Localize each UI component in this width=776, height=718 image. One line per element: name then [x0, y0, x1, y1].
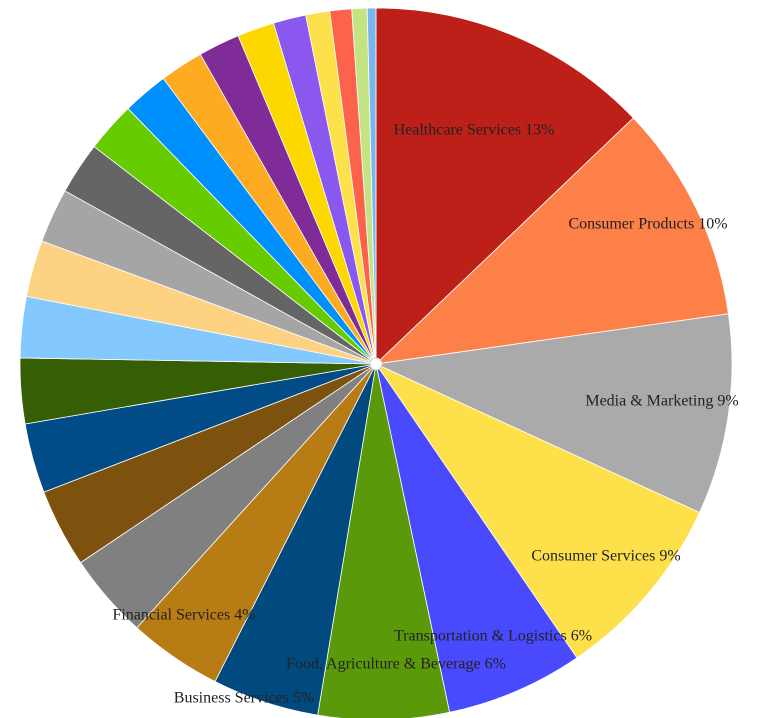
pie-labels: Healthcare Services 13% Consumer Products…	[112, 122, 738, 707]
pie-slice-label: Consumer Products 10%	[568, 216, 727, 233]
pie-slice-label: Food, Agriculture & Beverage 6%	[286, 656, 506, 673]
pie-slice-label: Business Services 5%	[174, 690, 314, 707]
pie-slice	[317, 363, 451, 718]
pie-slice-label: Consumer Services 9%	[531, 548, 680, 565]
pie-slice	[366, 7, 377, 365]
pie-slice	[375, 363, 578, 713]
pie-slice	[374, 117, 729, 365]
pie-slices	[19, 7, 733, 718]
pie-slice-label: Financial Services 4%	[112, 607, 255, 624]
pie-slice-label: Healthcare Services 13%	[394, 122, 555, 139]
pie-slice	[375, 7, 634, 365]
pie-slice	[374, 363, 701, 659]
pie-center-dot	[369, 357, 383, 371]
pie-slice	[374, 313, 733, 514]
pie-slice-label: Media & Marketing 9%	[585, 393, 738, 410]
pie-slice-label: Transportation & Logistics 6%	[394, 628, 592, 645]
